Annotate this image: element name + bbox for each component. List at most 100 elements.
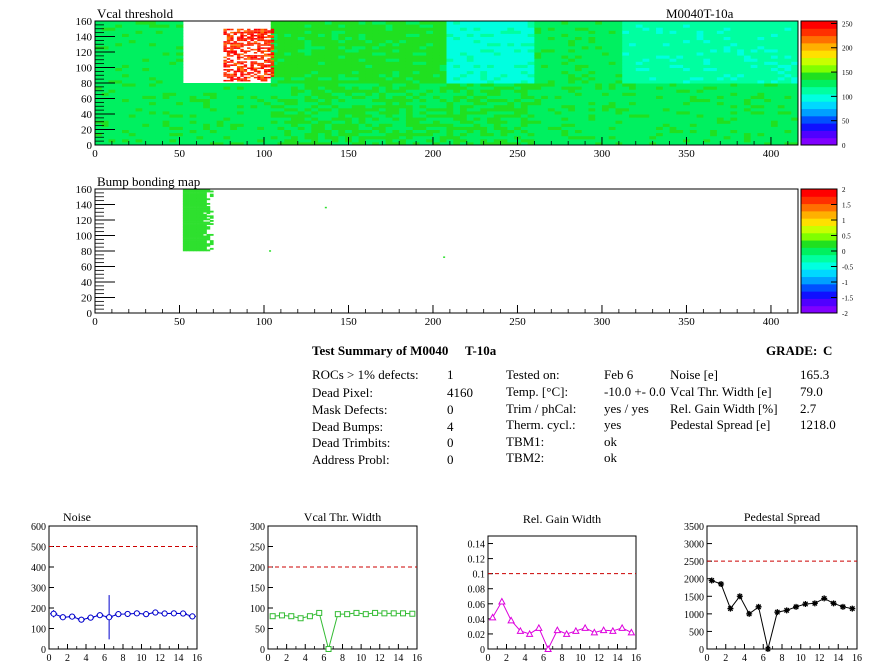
vcal-cell <box>318 95 326 99</box>
vcal-cell <box>230 132 238 137</box>
vcal-cell <box>101 135 110 140</box>
vcal-cell <box>439 101 447 106</box>
vcal-cell <box>662 27 671 31</box>
vcal-cell <box>493 48 502 53</box>
vcal-cell <box>723 129 731 134</box>
vcal-cell <box>453 58 461 62</box>
bump-cell <box>206 212 211 215</box>
vcal-cell <box>669 61 677 65</box>
vcal-cell <box>689 123 698 127</box>
vcal-cell <box>500 39 508 44</box>
vcal-cell <box>446 95 454 99</box>
vcal-cell <box>696 42 704 47</box>
bump-cell <box>196 199 201 202</box>
vcal-cell <box>608 129 616 134</box>
vcal-hot-cell <box>240 53 244 56</box>
vcal-cell <box>743 73 752 78</box>
vcal-cell <box>723 141 731 146</box>
vcal-cell <box>149 138 157 143</box>
vcal-cell <box>777 123 785 127</box>
noise-point <box>189 613 196 620</box>
vcal-hot-cell <box>260 38 264 40</box>
vcal-cell <box>135 129 143 134</box>
vcal-cell <box>757 114 765 118</box>
vcal-cell <box>189 138 197 143</box>
vcal-cell <box>378 70 387 75</box>
vcal-cell <box>520 58 529 62</box>
vcal-hot-cell <box>236 28 241 31</box>
vcal-cell <box>568 30 576 34</box>
vcal-cell <box>446 132 454 137</box>
vcal-cell <box>493 114 502 118</box>
vcal-cell <box>480 45 488 50</box>
vcal-cell <box>629 126 637 130</box>
vcal-cell <box>750 95 758 99</box>
vcal-cell <box>142 48 150 53</box>
vcal-cell <box>196 89 204 93</box>
vcal-cell <box>635 24 644 28</box>
vcal-cell <box>358 110 366 115</box>
bump-cell <box>199 230 204 233</box>
vcal-x-tick-label: 100 <box>256 148 273 160</box>
vcal-cell <box>122 98 130 103</box>
vcal-cell <box>500 42 508 47</box>
vcal-hot-cell <box>233 75 237 77</box>
vcal-cell <box>480 117 488 121</box>
vcal-cell <box>216 138 224 143</box>
vcal-hot-cell <box>267 65 271 68</box>
vcal-cell <box>277 48 285 53</box>
vcal-cell <box>419 92 427 96</box>
vcal-cell <box>622 114 630 118</box>
vcal-cell <box>176 27 184 31</box>
vcal-hot-cell <box>253 28 258 31</box>
vcal-cell <box>561 48 569 53</box>
vcal-cell <box>615 101 623 106</box>
vcal-cell <box>297 33 306 37</box>
vcal-cell <box>405 45 414 50</box>
vcal-cell <box>683 30 691 34</box>
vcal-cell <box>770 67 779 72</box>
bump-cell <box>203 213 207 216</box>
vcal-cell <box>757 36 765 41</box>
vcal-cell <box>392 95 400 99</box>
vcal-cell <box>122 107 130 112</box>
bump-cell <box>182 224 187 227</box>
vcal-cell <box>460 123 468 127</box>
bump-cell <box>193 243 197 246</box>
vcal-cell <box>737 129 745 134</box>
vcal-cell <box>169 76 177 81</box>
vcal-cell <box>527 126 535 130</box>
bump-cell <box>196 238 201 241</box>
vcal-cell <box>520 86 529 90</box>
vcal-cell <box>209 129 218 134</box>
vcal-hot-cell <box>260 56 264 59</box>
vcal-cell <box>284 104 292 109</box>
vcal-cell <box>297 114 306 118</box>
vcal-cell <box>426 132 434 137</box>
vcal-cell <box>351 138 360 143</box>
vcal-cell <box>385 55 393 59</box>
vcal-cell <box>737 36 745 41</box>
vcal-hot-cell <box>260 47 264 49</box>
bump-x-tick-label: 150 <box>340 316 357 328</box>
vcal-cell <box>527 110 535 115</box>
vcal-cell <box>101 36 110 41</box>
vcal-cell <box>777 98 785 103</box>
bump-cell <box>182 246 187 249</box>
vcal-hot-cell <box>257 76 261 79</box>
vcal-cell <box>176 89 184 93</box>
vcal-hot-cell <box>253 41 258 43</box>
vcal-cell <box>520 64 529 68</box>
vcal-cell <box>385 42 393 47</box>
vcal-cell <box>142 126 150 130</box>
bump-cell <box>203 235 207 238</box>
vcal-cell <box>324 104 333 109</box>
vcal-cell <box>487 95 495 99</box>
vcal-cell <box>446 129 454 134</box>
vcal-cell <box>703 76 711 81</box>
vcal-cell <box>135 110 143 115</box>
vcal-cell <box>297 123 306 127</box>
vcal-cell <box>432 79 441 84</box>
vcal-cell <box>284 141 292 146</box>
vcal-cell <box>743 92 752 96</box>
